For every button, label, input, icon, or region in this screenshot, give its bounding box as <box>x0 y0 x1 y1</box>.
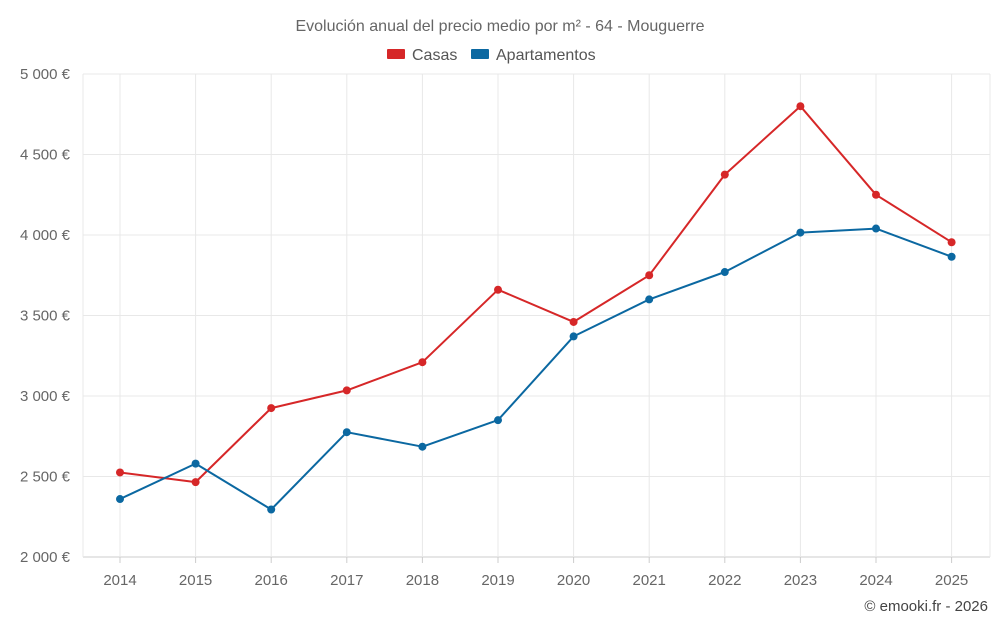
legend-swatch-casas <box>387 49 405 59</box>
y-tick-label: 3 000 € <box>20 388 71 405</box>
y-gridlines <box>83 73 990 558</box>
chart-legend: Casas Apartamentos <box>387 47 596 64</box>
x-tick-label: 2019 <box>481 572 514 589</box>
credit-text: © emooki.fr - 2026 <box>864 598 988 615</box>
data-point-casas[interactable] <box>947 238 956 247</box>
data-point-casas[interactable] <box>645 271 654 280</box>
data-point-casas[interactable] <box>796 102 805 111</box>
data-point-apartamentos[interactable] <box>569 332 578 341</box>
data-point-apartamentos[interactable] <box>720 268 729 277</box>
x-tick-label: 2024 <box>859 572 892 589</box>
data-point-apartamentos[interactable] <box>267 505 276 514</box>
legend-label-casas[interactable]: Casas <box>412 47 457 64</box>
x-tick-label: 2018 <box>406 572 439 589</box>
data-point-apartamentos[interactable] <box>872 224 880 233</box>
data-point-casas[interactable] <box>191 478 200 487</box>
y-tick-label: 2 500 € <box>20 469 71 486</box>
data-point-apartamentos[interactable] <box>342 428 351 437</box>
series-lines <box>119 105 953 511</box>
data-point-casas[interactable] <box>116 468 124 477</box>
x-tick-label: 2017 <box>330 572 363 589</box>
data-point-casas[interactable] <box>494 285 502 294</box>
y-tick-label: 4 000 € <box>20 227 71 244</box>
data-point-casas[interactable] <box>720 170 729 179</box>
legend-label-apartamentos[interactable]: Apartamentos <box>496 47 596 64</box>
x-gridlines <box>82 74 991 563</box>
data-point-casas[interactable] <box>569 317 578 326</box>
x-tick-label: 2022 <box>708 572 741 589</box>
y-axis-ticks: 2 000 € 2 500 € 3 000 € 3 500 € 4 000 € 4 500… <box>20 66 71 566</box>
data-point-casas[interactable] <box>872 190 880 199</box>
data-point-apartamentos[interactable] <box>418 442 427 451</box>
x-tick-label: 2025 <box>935 572 968 589</box>
data-point-apartamentos[interactable] <box>116 495 124 504</box>
x-tick-label: 2015 <box>179 572 212 589</box>
data-point-casas[interactable] <box>342 386 351 395</box>
legend-swatch-apartamentos <box>471 49 489 59</box>
data-point-apartamentos[interactable] <box>947 252 956 261</box>
y-tick-label: 2 000 € <box>20 549 71 566</box>
series-line-casas <box>119 105 953 484</box>
series-line-apartamentos <box>119 227 952 511</box>
data-point-apartamentos[interactable] <box>796 228 805 237</box>
x-tick-label: 2014 <box>103 572 136 589</box>
x-tick-label: 2016 <box>255 572 288 589</box>
series-points <box>116 102 956 514</box>
data-point-casas[interactable] <box>418 358 427 367</box>
data-point-apartamentos[interactable] <box>191 459 200 468</box>
y-tick-label: 4 500 € <box>20 147 71 164</box>
x-tick-label: 2021 <box>633 572 666 589</box>
x-tick-label: 2023 <box>784 572 817 589</box>
x-axis-ticks: 2014 2015 2016 2017 2018 2019 2020 2021 2022 2023… <box>103 572 968 589</box>
data-point-casas[interactable] <box>267 404 276 413</box>
data-point-apartamentos[interactable] <box>645 295 654 304</box>
y-tick-label: 3 500 € <box>20 308 71 325</box>
chart-title: Evolución anual del precio medio por m² … <box>295 18 704 35</box>
data-point-apartamentos[interactable] <box>494 416 502 425</box>
x-tick-label: 2020 <box>557 572 590 589</box>
y-tick-label: 5 000 € <box>20 66 71 83</box>
